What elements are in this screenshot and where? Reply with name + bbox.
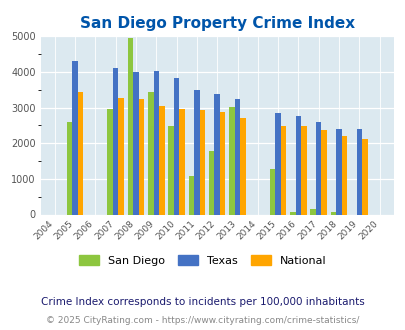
Bar xyxy=(188,176,194,214)
Bar xyxy=(139,99,144,214)
Text: © 2025 CityRating.com - https://www.cityrating.com/crime-statistics/: © 2025 CityRating.com - https://www.city… xyxy=(46,315,359,325)
Bar xyxy=(153,71,159,214)
Bar xyxy=(361,139,367,214)
Bar xyxy=(220,112,225,214)
Bar xyxy=(168,126,173,214)
Bar xyxy=(128,38,133,214)
Bar xyxy=(275,113,280,214)
Bar xyxy=(173,78,179,214)
Bar xyxy=(290,213,295,214)
Bar xyxy=(229,107,234,214)
Bar xyxy=(194,90,199,214)
Bar xyxy=(301,126,306,214)
Bar xyxy=(310,209,315,214)
Text: Crime Index corresponds to incidents per 100,000 inhabitants: Crime Index corresponds to incidents per… xyxy=(41,297,364,307)
Bar xyxy=(321,130,326,214)
Bar xyxy=(240,117,245,214)
Bar xyxy=(280,126,286,214)
Legend: San Diego, Texas, National: San Diego, Texas, National xyxy=(75,250,330,270)
Bar xyxy=(315,122,321,214)
Bar xyxy=(113,68,118,215)
Bar xyxy=(209,151,214,214)
Bar xyxy=(341,136,346,214)
Bar xyxy=(179,109,184,214)
Bar xyxy=(330,212,335,215)
Bar xyxy=(107,109,113,214)
Bar xyxy=(72,61,78,214)
Bar xyxy=(78,91,83,214)
Bar xyxy=(159,106,164,214)
Bar xyxy=(234,99,240,214)
Bar xyxy=(214,94,220,214)
Bar xyxy=(356,129,361,214)
Bar xyxy=(199,110,205,214)
Bar xyxy=(67,122,72,214)
Bar xyxy=(269,169,275,214)
Title: San Diego Property Crime Index: San Diego Property Crime Index xyxy=(79,16,354,31)
Bar xyxy=(148,92,153,214)
Bar xyxy=(118,98,124,214)
Bar xyxy=(335,129,341,214)
Bar xyxy=(133,72,139,215)
Bar xyxy=(295,116,301,214)
